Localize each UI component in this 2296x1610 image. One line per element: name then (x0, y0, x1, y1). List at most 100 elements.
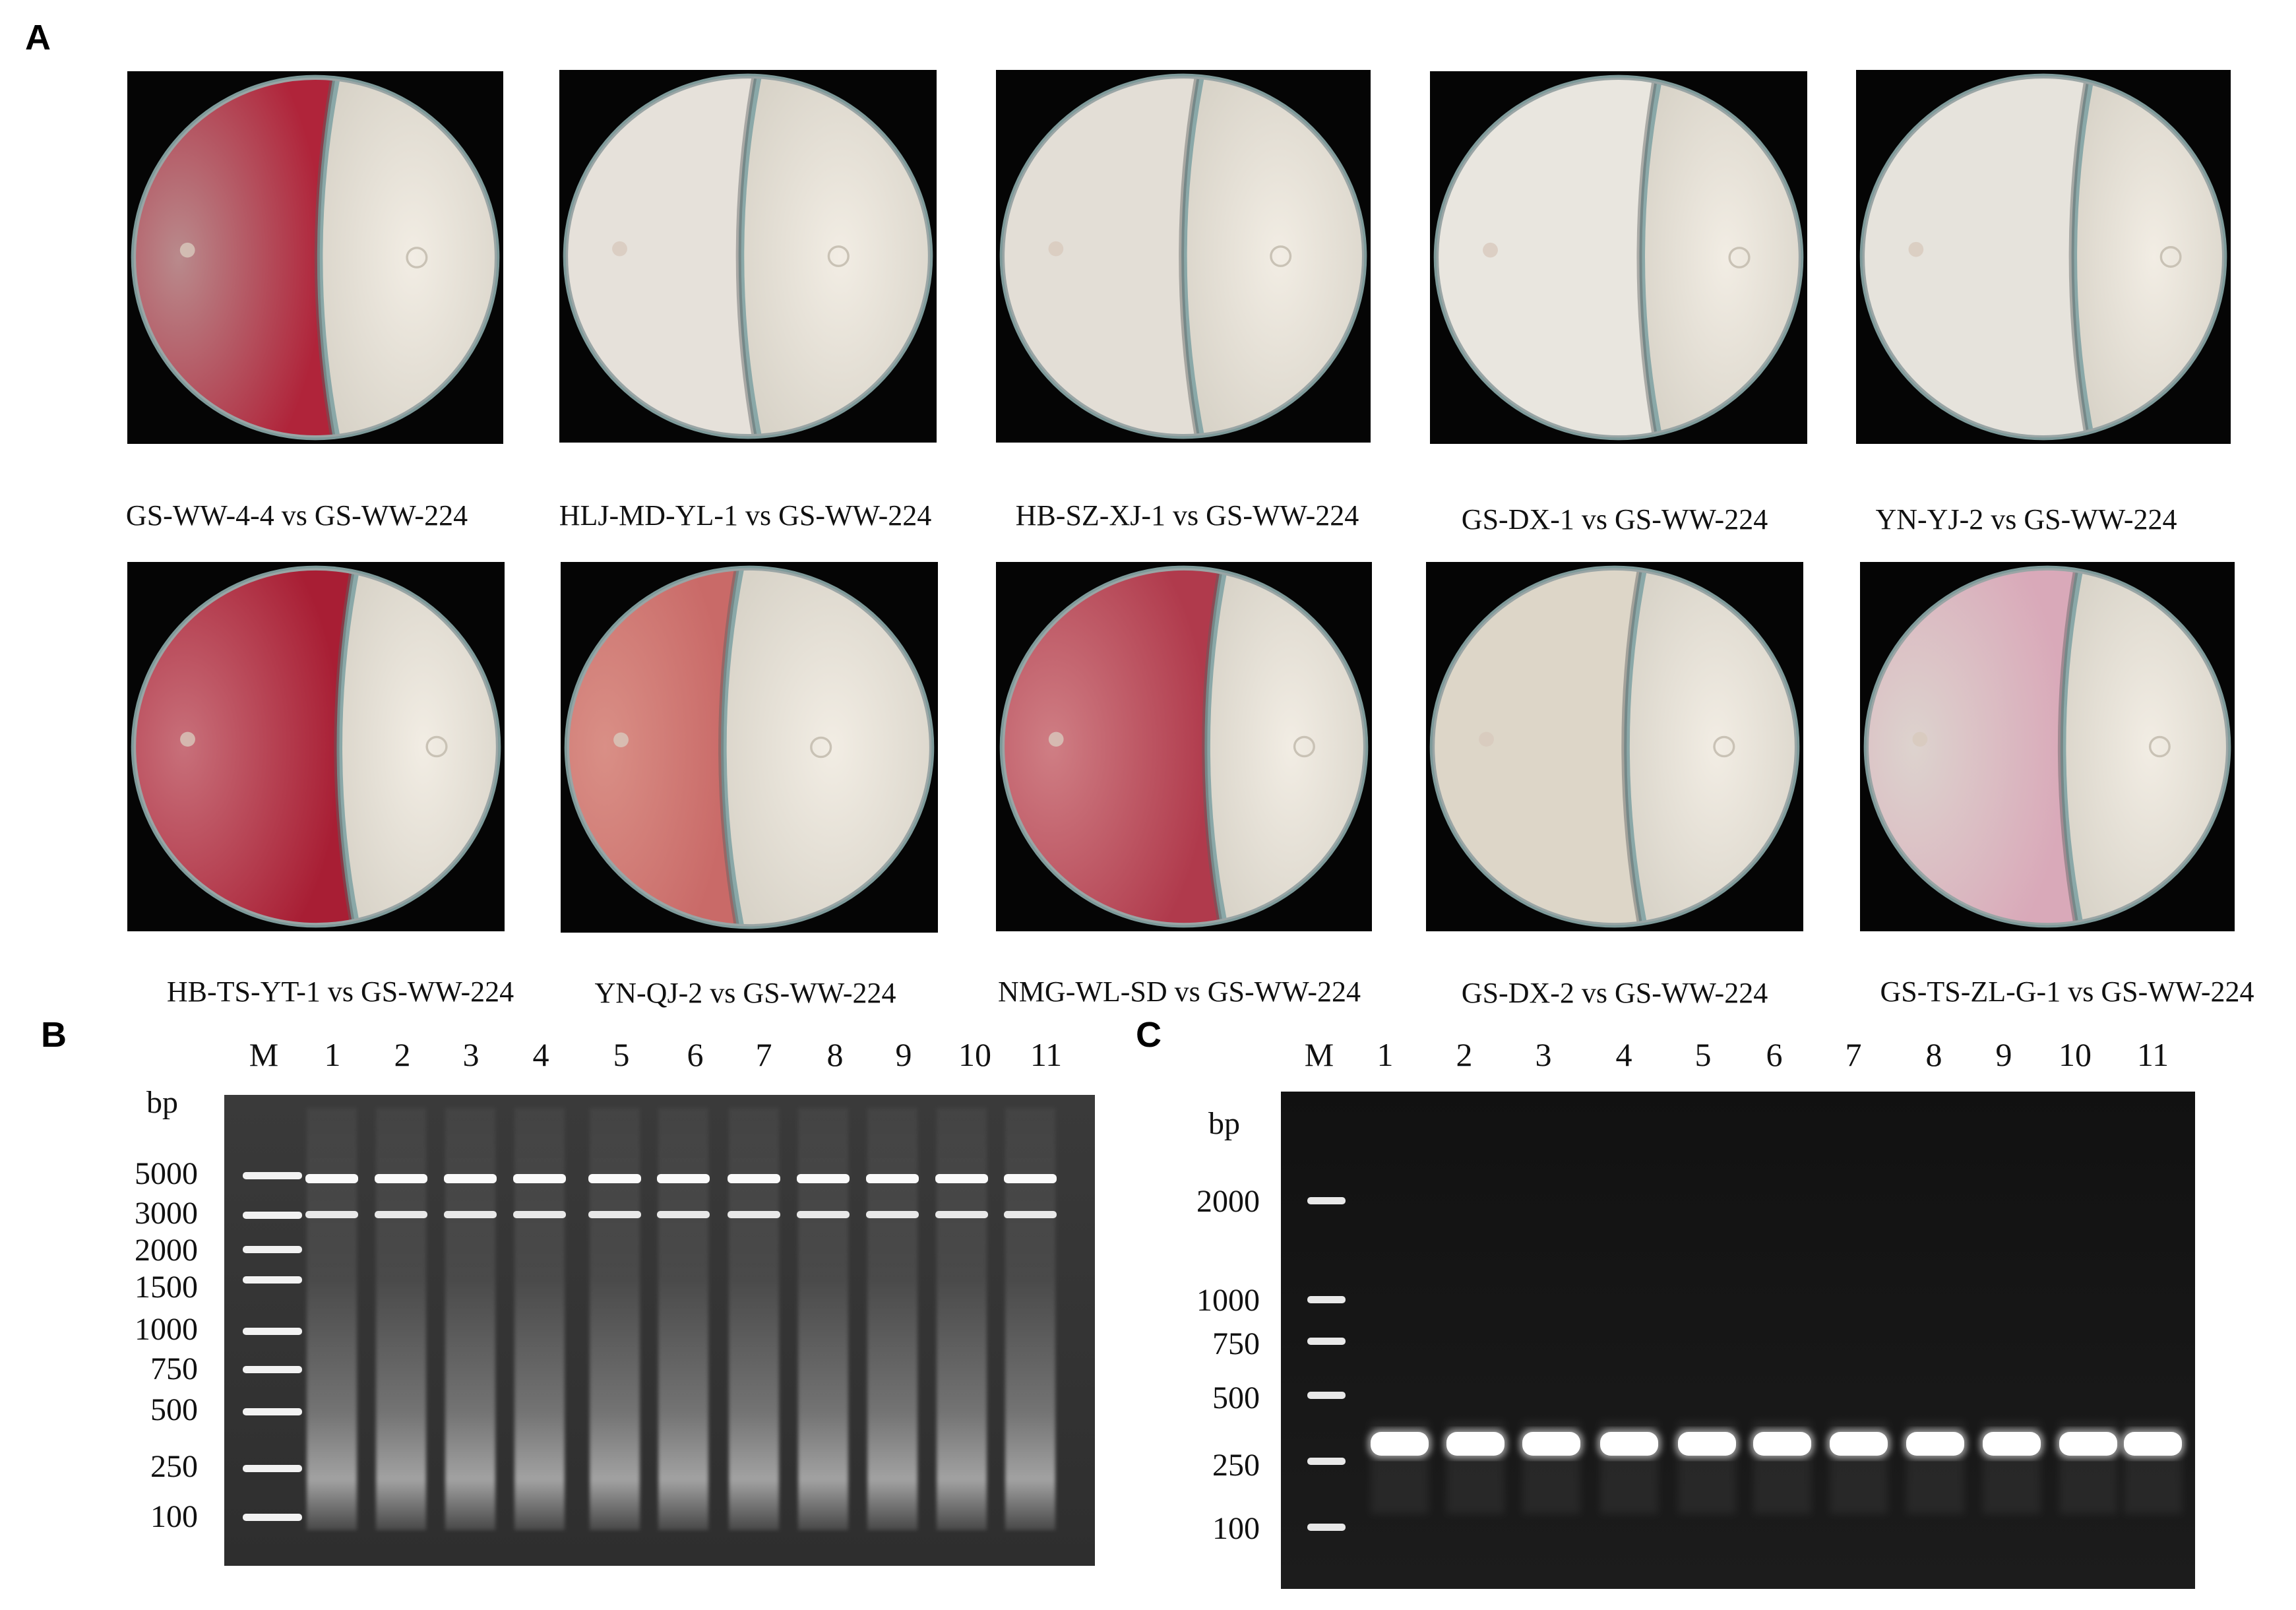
lane-label: 11 (1030, 1036, 1063, 1073)
band-5000bp (797, 1174, 850, 1183)
lane-label: 10 (958, 1036, 991, 1073)
plate-caption: GS-WW-4-4 vs GS-WW-224 (125, 499, 468, 532)
band-5000bp (1004, 1174, 1057, 1183)
lane-label: 9 (895, 1036, 912, 1073)
band-5000bp (305, 1174, 358, 1183)
petri-plate (561, 562, 938, 933)
lane-label: 8 (826, 1036, 844, 1073)
panel-b-label: B (41, 1015, 67, 1055)
plate-caption: GS-DX-2 vs GS-WW-224 (1461, 977, 1768, 1009)
petri-plate (1426, 562, 1803, 931)
plate-caption: YN-YJ-2 vs GS-WW-224 (1875, 503, 2177, 536)
ladder-band (1307, 1524, 1346, 1531)
band-300bp (2059, 1432, 2117, 1456)
band-3000bp (935, 1211, 988, 1218)
ladder-band (243, 1212, 302, 1219)
ladder-size-label: 1000 (1196, 1283, 1260, 1318)
lane-label-marker: M (1304, 1036, 1334, 1073)
ladder-size-label: 750 (150, 1351, 198, 1386)
lane-label: 6 (1766, 1036, 1783, 1073)
lane-label: 5 (1694, 1036, 1712, 1073)
ladder-band (243, 1172, 302, 1179)
lane-label: 2 (1456, 1036, 1473, 1073)
plate-caption: HB-SZ-XJ-1 vs GS-WW-224 (1015, 499, 1359, 532)
ladder-band (1307, 1458, 1346, 1465)
ladder-size-label: 5000 (135, 1156, 198, 1191)
panel-a-label: A (25, 18, 51, 57)
band-3000bp (657, 1211, 710, 1218)
plate-caption: GS-TS-ZL-G-1 vs GS-WW-224 (1880, 975, 2254, 1008)
unit-label: bp (146, 1085, 178, 1120)
petri-plate (1856, 70, 2231, 444)
band-300bp (1830, 1432, 1888, 1456)
band-5000bp (935, 1174, 988, 1183)
band-3000bp (1004, 1211, 1057, 1218)
band-300bp (1600, 1432, 1658, 1456)
band-5000bp (444, 1174, 497, 1183)
band-3000bp (728, 1211, 780, 1218)
ladder-size-label: 1000 (135, 1312, 198, 1347)
lane-label: 2 (394, 1036, 411, 1073)
petri-plate (1430, 71, 1807, 444)
lane-label: 4 (532, 1036, 549, 1073)
gel-c-image (1281, 1092, 2195, 1589)
sample-smear (867, 1108, 917, 1530)
band-300bp (1983, 1432, 2041, 1456)
ladder-band (243, 1276, 302, 1284)
ladder-size-label: 500 (150, 1392, 198, 1427)
panel-c-label: C (1136, 1015, 1162, 1055)
lane-label: 1 (324, 1036, 341, 1073)
ladder-band (1307, 1392, 1346, 1399)
petri-plate (127, 71, 503, 444)
unit-label: bp (1208, 1106, 1240, 1141)
lane-label: 1 (1377, 1036, 1394, 1073)
petri-plate (1860, 562, 2235, 931)
band-5000bp (375, 1174, 427, 1183)
band-3000bp (866, 1211, 919, 1218)
sample-smear (937, 1108, 987, 1530)
band-3000bp (588, 1211, 641, 1218)
ladder-band (243, 1328, 302, 1335)
ladder-size-label: 2000 (135, 1233, 198, 1268)
sample-smear (729, 1108, 779, 1530)
band-3000bp (797, 1211, 850, 1218)
lane-label: 5 (613, 1036, 630, 1073)
lane-label: 3 (1535, 1036, 1552, 1073)
petri-plate (559, 70, 937, 443)
plate-caption: HLJ-MD-YL-1 vs GS-WW-224 (559, 499, 932, 532)
band-300bp (1522, 1432, 1580, 1456)
band-3000bp (444, 1211, 497, 1218)
ladder-band (243, 1408, 302, 1415)
ladder-band (1307, 1296, 1346, 1303)
petri-plate (996, 562, 1372, 931)
band-5000bp (588, 1174, 641, 1183)
band-3000bp (513, 1211, 566, 1218)
petri-plate (127, 562, 505, 931)
plate-caption: YN-QJ-2 vs GS-WW-224 (594, 977, 896, 1009)
band-300bp (1906, 1432, 1964, 1456)
sample-smear (376, 1108, 426, 1530)
ladder-band (243, 1514, 302, 1521)
petri-plate (996, 70, 1371, 443)
sample-smear (590, 1108, 640, 1530)
band-300bp (1371, 1432, 1429, 1456)
ladder-band (1307, 1197, 1346, 1204)
lane-label: 10 (2059, 1036, 2092, 1073)
lane-label: 8 (1925, 1036, 1942, 1073)
band-300bp (2124, 1432, 2182, 1456)
lane-label: 4 (1615, 1036, 1632, 1073)
ladder-size-label: 100 (150, 1499, 198, 1534)
lane-label: 7 (755, 1036, 772, 1073)
lane-label-marker: M (249, 1036, 279, 1073)
plate-caption: NMG-WL-SD vs GS-WW-224 (998, 975, 1361, 1008)
lane-label: 11 (2136, 1036, 2169, 1073)
ladder-size-label: 250 (150, 1449, 198, 1484)
ladder-size-label: 750 (1212, 1326, 1260, 1361)
band-5000bp (513, 1174, 566, 1183)
ladder-size-label: 1500 (135, 1270, 198, 1305)
sample-smear (1005, 1108, 1055, 1530)
band-300bp (1678, 1432, 1736, 1456)
band-5000bp (728, 1174, 780, 1183)
gel-b-image (224, 1095, 1095, 1566)
sample-smear (514, 1108, 565, 1530)
